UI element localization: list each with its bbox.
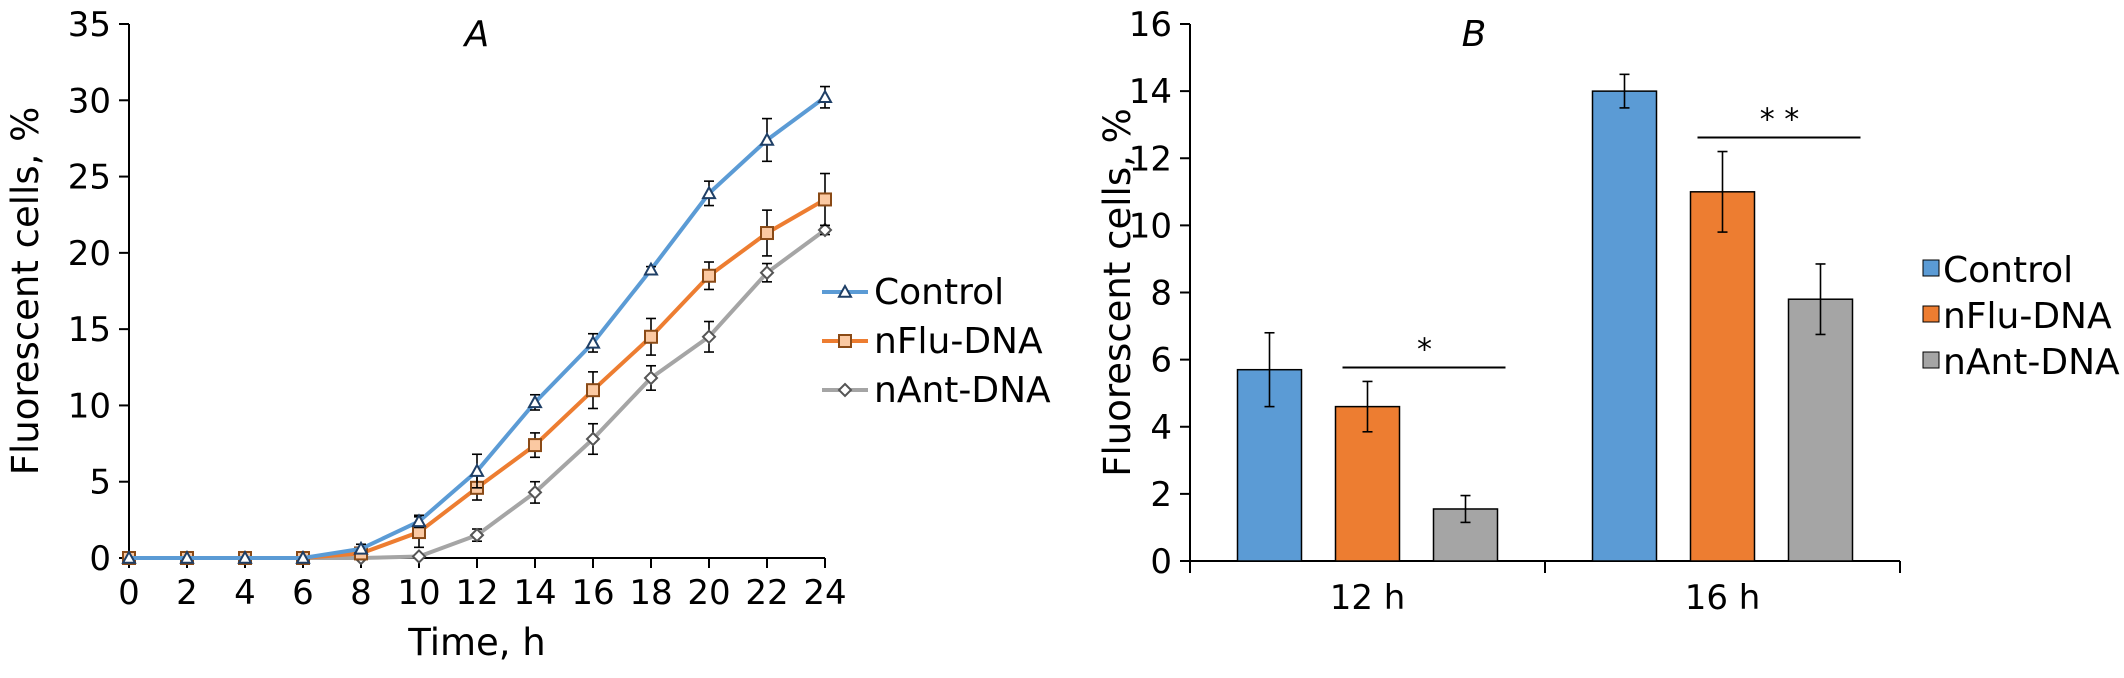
data-point-control (295, 549, 311, 564)
data-point-nflu-dna (586, 383, 600, 398)
y-tick-label: 14 (1129, 72, 1172, 112)
data-point-control (237, 549, 253, 564)
x-tick-label: 2 (176, 573, 198, 613)
data-point-nant-dna (701, 329, 717, 345)
y-tick-label: 0 (1150, 542, 1172, 582)
legend-marker-nant-dna (837, 382, 853, 398)
legend-swatch-nant-dna (1922, 351, 1940, 369)
legend-swatch-nflu-dna (1922, 305, 1940, 323)
y-tick-label: 0 (89, 539, 111, 579)
x-axis-label: Time, h (407, 621, 546, 664)
x-tick-label: 12 h (1330, 578, 1406, 618)
y-axis-label: Fluorescent cells, % (1096, 108, 1139, 477)
bar-nant-dna (1787, 298, 1854, 562)
y-tick-label: 10 (1129, 206, 1172, 246)
x-tick-label: 0 (118, 573, 140, 613)
x-tick-label: 18 (629, 573, 672, 613)
y-tick-label: 10 (68, 386, 111, 426)
y-tick-label: 30 (68, 81, 111, 121)
significance-marker: * * (1760, 103, 1800, 138)
x-tick-label: 16 (571, 573, 614, 613)
x-tick-label: 8 (350, 573, 372, 613)
y-tick-label: 2 (1150, 475, 1172, 515)
x-tick-label: 24 (803, 573, 846, 613)
data-point-nflu-dna (760, 226, 774, 241)
legend-label: Control (874, 272, 1004, 313)
y-tick-label: 8 (1150, 274, 1172, 314)
legend-label: nAnt-DNA (874, 370, 1051, 411)
data-point-control (353, 540, 369, 555)
panel-label: A (463, 14, 490, 55)
x-tick-label: 10 (397, 573, 440, 613)
y-tick-label: 20 (68, 234, 111, 274)
data-point-control (179, 549, 195, 564)
chart-b: 0 2 4 6 8 10 12 14 16 Fluorescent cells, % B 12 h * 1… (1096, 5, 2120, 618)
data-point-nant-dna (817, 222, 833, 238)
bar-control (1591, 90, 1658, 562)
legend-marker-control (837, 283, 853, 298)
data-point-nant-dna (411, 549, 427, 564)
data-point-nflu-dna (528, 438, 542, 453)
data-point-nflu-dna (702, 268, 716, 283)
y-tick-label: 16 (1129, 5, 1172, 45)
data-point-control (759, 131, 775, 146)
legend-label: nAnt-DNA (1943, 342, 2120, 383)
data-point-control (585, 334, 601, 349)
data-point-nant-dna (643, 370, 659, 386)
data-point-control (643, 261, 659, 276)
data-point-nant-dna (759, 265, 775, 281)
panel-label: B (1462, 14, 1487, 55)
x-tick-label: 22 (745, 573, 788, 613)
x-tick-label: 14 (513, 573, 556, 613)
bar-nflu-dna (1689, 191, 1756, 562)
data-point-control (411, 513, 427, 528)
x-tick-label: 6 (292, 573, 314, 613)
data-point-nant-dna (469, 527, 485, 543)
x-tick-label: 16 h (1685, 578, 1761, 618)
legend-label: nFlu-DNA (1943, 296, 2112, 337)
data-point-control (121, 549, 137, 564)
y-tick-label: 12 (1129, 139, 1172, 179)
y-tick-label: 4 (1150, 408, 1172, 448)
y-tick-label: 25 (68, 158, 111, 198)
data-point-control (701, 185, 717, 200)
y-tick-label: 6 (1150, 341, 1172, 381)
data-point-control (469, 462, 485, 477)
data-point-nflu-dna (818, 192, 832, 207)
x-tick-label: 12 (455, 573, 498, 613)
data-point-control (527, 394, 543, 409)
legend-label: Control (1943, 250, 2073, 291)
significance-marker: * (1417, 332, 1432, 367)
data-point-nant-dna (585, 431, 601, 447)
y-tick-label: 35 (68, 5, 111, 45)
data-point-nant-dna (527, 484, 543, 500)
x-tick-label: 4 (234, 573, 256, 613)
legend-marker-nflu-dna (838, 334, 852, 348)
series-line-nant-dna (129, 228, 827, 560)
data-point-nflu-dna (644, 329, 658, 344)
y-axis-label: Fluorescent cells, % (4, 107, 47, 476)
y-tick-label: 15 (68, 310, 111, 350)
x-tick-label: 20 (687, 573, 730, 613)
series-line-nflu-dna (129, 197, 827, 560)
legend-swatch-control (1922, 259, 1940, 277)
data-point-control (817, 89, 833, 104)
legend-label: nFlu-DNA (874, 321, 1043, 362)
y-tick-label: 5 (89, 463, 111, 503)
